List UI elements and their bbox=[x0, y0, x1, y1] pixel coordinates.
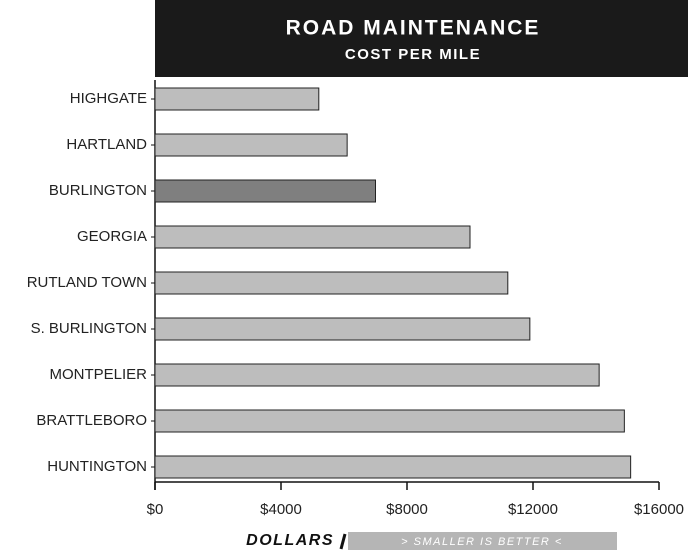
y-tick-label: MONTPELIER bbox=[49, 366, 147, 383]
bar bbox=[154, 271, 509, 295]
y-tick-label: HUNTINGTON bbox=[47, 458, 147, 475]
bar bbox=[154, 317, 531, 341]
bar bbox=[154, 363, 600, 387]
x-tick-label: $16000 bbox=[634, 501, 684, 518]
chart-subtitle: COST PER MILE bbox=[345, 46, 481, 63]
y-tick-label: S. BURLINGTON bbox=[31, 320, 147, 337]
x-tick-label: $12000 bbox=[508, 501, 558, 518]
x-tick-label: $4000 bbox=[260, 501, 302, 518]
title-box bbox=[155, 0, 688, 77]
bar bbox=[154, 225, 471, 249]
y-tick-label: HARTLAND bbox=[66, 136, 147, 153]
chart-title: ROAD MAINTENANCE bbox=[286, 17, 541, 40]
y-tick-label: GEORGIA bbox=[77, 228, 147, 245]
bar bbox=[154, 409, 625, 433]
x-axis-label: DOLLARS bbox=[246, 532, 334, 549]
bar bbox=[154, 455, 632, 479]
annotation: > SMALLER IS BETTER < bbox=[401, 536, 563, 548]
annotation-box bbox=[348, 532, 617, 550]
y-tick-label: BURLINGTON bbox=[49, 182, 147, 199]
bar bbox=[154, 179, 376, 203]
y-tick-label: BRATTLEBORO bbox=[36, 412, 147, 429]
bar bbox=[154, 133, 348, 157]
separator bbox=[339, 533, 347, 550]
x-tick-label: $8000 bbox=[386, 501, 428, 518]
x-tick-label: $0 bbox=[147, 501, 164, 518]
bar bbox=[154, 87, 320, 111]
y-tick-label: HIGHGATE bbox=[70, 90, 147, 107]
y-tick-label: RUTLAND TOWN bbox=[27, 274, 147, 291]
